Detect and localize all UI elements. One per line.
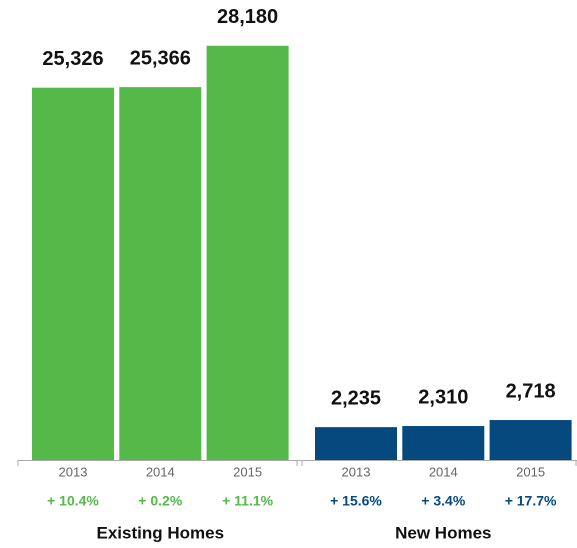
year-label: 2015 bbox=[516, 464, 545, 479]
year-label: 2013 bbox=[59, 464, 88, 479]
bar bbox=[206, 45, 289, 461]
year-label: 2014 bbox=[429, 464, 458, 479]
value-label: 2,235 bbox=[331, 387, 381, 409]
change-label: + 3.4% bbox=[421, 493, 466, 509]
change-label: + 10.4% bbox=[47, 493, 99, 509]
change-label: + 15.6% bbox=[330, 493, 382, 509]
change-label: + 0.2% bbox=[138, 493, 183, 509]
value-label: 28,180 bbox=[217, 6, 278, 28]
change-label: + 17.7% bbox=[505, 493, 557, 509]
bar bbox=[489, 420, 572, 460]
bar bbox=[402, 426, 485, 460]
value-label: 25,326 bbox=[42, 48, 103, 70]
year-label: 2015 bbox=[233, 464, 262, 479]
bar bbox=[315, 427, 397, 460]
group-label: New Homes bbox=[395, 523, 491, 542]
value-label: 2,310 bbox=[418, 386, 468, 408]
value-label: 2,718 bbox=[506, 380, 556, 402]
value-label: 25,366 bbox=[130, 47, 191, 69]
year-label: 2013 bbox=[342, 464, 371, 479]
bar bbox=[32, 87, 114, 461]
bar bbox=[119, 87, 202, 460]
year-label: 2014 bbox=[146, 464, 175, 479]
change-label: + 11.1% bbox=[222, 493, 274, 509]
group-label: Existing Homes bbox=[97, 523, 225, 542]
